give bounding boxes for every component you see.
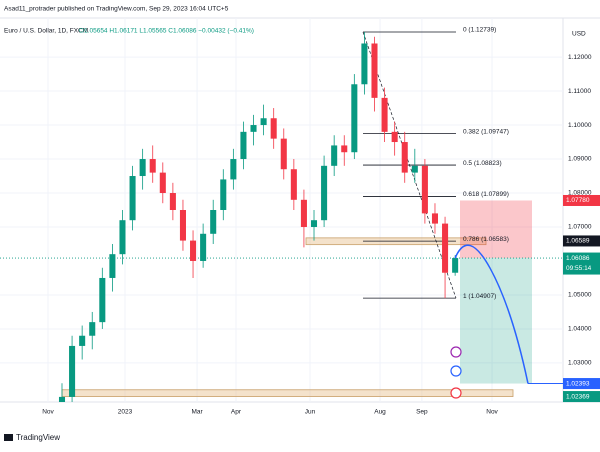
candle-body — [260, 118, 267, 126]
candle-body — [220, 179, 227, 210]
countdown: 09:55:14 — [566, 265, 592, 272]
candle-body — [210, 210, 217, 234]
candle-body — [240, 131, 247, 160]
candle-body — [270, 118, 277, 139]
y-tick-label: 1.04000 — [568, 326, 592, 333]
candle-body — [230, 159, 237, 180]
candle-body — [361, 43, 368, 85]
header: Asad11_protrader published on TradingVie… — [4, 6, 229, 13]
x-tick-label: Nov — [486, 409, 498, 416]
event-icon — [450, 387, 462, 399]
fib-label: 1 (1.04907) — [463, 293, 496, 300]
y-tick-label: 1.09000 — [568, 156, 592, 163]
event-icon — [450, 346, 462, 358]
candle-body — [341, 145, 348, 153]
currency: USD — [572, 31, 586, 38]
symbol: Euro / U.S. Dollar, 1D, FXCM — [4, 28, 88, 35]
target-area — [460, 258, 532, 384]
price-badge — [563, 391, 600, 403]
candle-body — [321, 165, 328, 221]
price-badge-label: 1.02393 — [566, 380, 590, 387]
candle-body — [381, 97, 388, 132]
plot: 0 (1.12739) 0.382 (1.09747) 0.5 (1.08823) 0… — [0, 18, 563, 402]
candle-body — [411, 165, 418, 173]
stop-area — [460, 200, 532, 259]
candle-body — [179, 210, 186, 241]
fib-label: 0.786 (1.06583) — [463, 236, 509, 243]
candle-body — [290, 169, 297, 200]
candle-body — [442, 223, 449, 273]
candle-body — [119, 220, 126, 255]
x-tick-label: Aug — [374, 409, 386, 416]
candle-body — [129, 176, 136, 221]
candle-body — [401, 142, 408, 173]
x-tick-label: 2023 — [118, 409, 133, 416]
price-badge-label: 1.02369 — [566, 393, 590, 400]
y-tick-label: 1.12000 — [568, 54, 592, 61]
fib-label: 0.5 (1.08823) — [463, 160, 502, 167]
y-tick-label: 1.10000 — [568, 122, 592, 129]
candle-body — [200, 233, 207, 261]
projection — [454, 244, 529, 384]
candle-body — [69, 345, 76, 397]
x-tick-label: Sep — [416, 409, 428, 416]
y-tick-label: 1.03000 — [568, 360, 592, 367]
y-tick-label: 1.07000 — [568, 224, 592, 231]
x-tick-label: Jun — [305, 409, 316, 416]
candle-body — [109, 254, 116, 278]
x-tick-label: Nov — [42, 409, 54, 416]
candle-body — [149, 159, 156, 173]
logo — [4, 434, 13, 441]
candle-body — [431, 213, 439, 224]
trend-line — [362, 31, 457, 299]
x-tick-label: Apr — [231, 409, 242, 416]
axes: 1.12000 1.11000 1.10000 1.09000 1.08000 1.070… — [42, 54, 600, 416]
candle-body — [139, 159, 146, 177]
price-badge — [563, 378, 600, 390]
candle-body — [89, 322, 96, 336]
y-tick-label: 1.08000 — [568, 190, 592, 197]
price-badge — [563, 252, 600, 275]
candle-body — [79, 335, 86, 346]
price-badge-label: 1.06589 — [566, 238, 590, 245]
candle-body — [310, 220, 318, 227]
candle-body — [421, 165, 428, 214]
fib-label: 0.618 (1.07899) — [463, 191, 509, 198]
candle-body — [300, 199, 307, 227]
price-badge-label: 1.07780 — [566, 197, 590, 204]
ohlc-legend: O1.05654 H1.06171 L1.05565 C1.06086 −0.0… — [79, 28, 254, 35]
candle-body — [99, 277, 106, 323]
zone — [61, 389, 514, 397]
candle-body — [331, 145, 338, 166]
candle-body — [58, 396, 66, 402]
candle-body — [280, 138, 287, 170]
price-badge-label: 1.06086 — [566, 255, 590, 262]
candle-body — [190, 240, 197, 261]
candle-body — [169, 193, 176, 210]
candle-body — [351, 84, 358, 153]
y-tick-label: 1.05000 — [568, 292, 592, 299]
candle-body — [452, 258, 459, 273]
x-tick-label: Mar — [191, 409, 203, 416]
fib-label: 0.382 (1.09747) — [463, 128, 509, 135]
candle-body — [371, 43, 378, 98]
footer: TradingView — [16, 433, 60, 442]
fib-label: 0 (1.12739) — [463, 27, 496, 34]
candle-body — [391, 131, 398, 143]
candle-body — [159, 172, 166, 194]
candle-body — [250, 125, 257, 132]
price-badge — [563, 194, 600, 206]
price-badge — [563, 235, 600, 247]
y-tick-label: 1.11000 — [568, 88, 591, 95]
event-icon — [450, 365, 462, 377]
